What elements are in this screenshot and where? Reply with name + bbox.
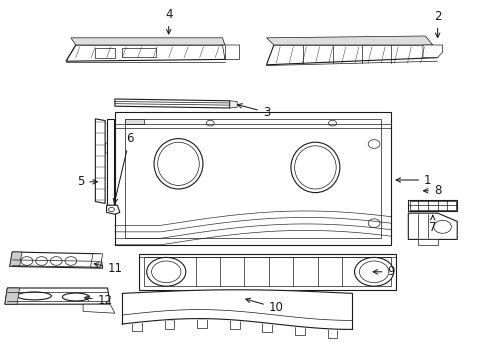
Polygon shape <box>164 320 174 329</box>
Polygon shape <box>262 323 272 332</box>
Polygon shape <box>222 45 239 59</box>
Circle shape <box>433 220 450 233</box>
Polygon shape <box>66 45 224 61</box>
Circle shape <box>367 219 379 228</box>
Text: 12: 12 <box>84 294 112 307</box>
Polygon shape <box>229 320 239 329</box>
Polygon shape <box>197 319 206 328</box>
Text: 11: 11 <box>94 262 122 275</box>
Polygon shape <box>90 254 102 267</box>
Circle shape <box>332 302 346 313</box>
Polygon shape <box>10 252 102 268</box>
Circle shape <box>151 261 181 283</box>
Ellipse shape <box>294 146 336 189</box>
Circle shape <box>354 257 393 286</box>
Text: 10: 10 <box>245 298 283 314</box>
Text: 6: 6 <box>113 132 133 203</box>
Circle shape <box>50 257 62 265</box>
Polygon shape <box>144 257 390 286</box>
Polygon shape <box>139 254 395 290</box>
Polygon shape <box>124 119 381 238</box>
Polygon shape <box>266 36 432 45</box>
Text: 3: 3 <box>237 104 270 119</box>
Polygon shape <box>95 119 105 203</box>
Polygon shape <box>132 323 142 332</box>
Ellipse shape <box>157 142 199 185</box>
Ellipse shape <box>62 293 89 301</box>
Polygon shape <box>5 288 110 304</box>
Polygon shape <box>266 45 437 65</box>
Circle shape <box>146 257 185 286</box>
Polygon shape <box>115 112 390 245</box>
Polygon shape <box>407 213 456 239</box>
Bar <box>122 48 156 57</box>
Polygon shape <box>294 327 304 336</box>
Ellipse shape <box>154 139 203 189</box>
Polygon shape <box>106 119 114 205</box>
Polygon shape <box>105 137 115 153</box>
Circle shape <box>21 257 33 265</box>
Ellipse shape <box>290 142 339 193</box>
Text: 4: 4 <box>164 8 172 34</box>
Circle shape <box>328 120 336 126</box>
Text: 9: 9 <box>372 265 394 278</box>
Circle shape <box>359 261 388 283</box>
Polygon shape <box>407 200 456 211</box>
Polygon shape <box>229 101 237 108</box>
Ellipse shape <box>17 292 51 300</box>
Bar <box>124 119 144 124</box>
Circle shape <box>367 140 379 148</box>
Text: 8: 8 <box>423 184 441 197</box>
Polygon shape <box>327 329 337 338</box>
Polygon shape <box>83 304 115 313</box>
Polygon shape <box>71 38 224 45</box>
Polygon shape <box>417 239 437 245</box>
Polygon shape <box>115 99 229 108</box>
Polygon shape <box>5 288 20 304</box>
Circle shape <box>108 207 114 212</box>
Polygon shape <box>10 252 22 266</box>
Circle shape <box>206 120 214 126</box>
Text: 1: 1 <box>395 174 431 186</box>
Bar <box>95 48 115 58</box>
Text: 7: 7 <box>428 215 436 234</box>
Text: 5: 5 <box>77 175 97 188</box>
Text: 2: 2 <box>433 10 441 37</box>
Polygon shape <box>106 205 120 214</box>
Circle shape <box>36 257 47 265</box>
Circle shape <box>65 257 77 265</box>
Polygon shape <box>422 45 442 58</box>
